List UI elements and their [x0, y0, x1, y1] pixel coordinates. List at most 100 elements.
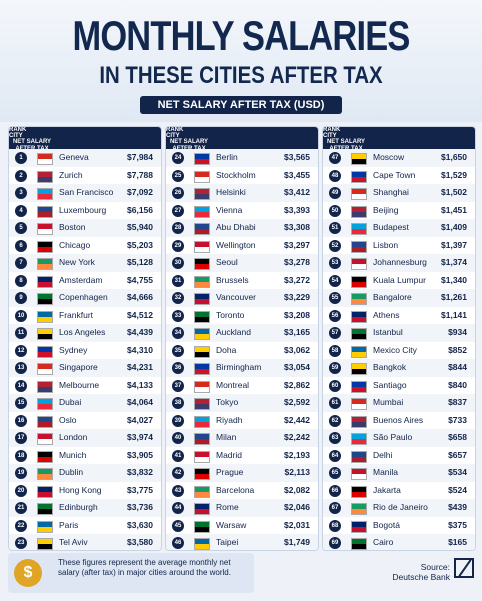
flag-icon — [351, 275, 367, 288]
rank: 21 — [15, 502, 27, 514]
city: Lisbon — [373, 239, 399, 250]
salary: $3,278 — [284, 257, 310, 267]
city: Tokyo — [216, 397, 239, 407]
salary: $4,666 — [127, 292, 153, 302]
city: Helsinki — [216, 187, 246, 197]
rank: 32 — [172, 292, 184, 304]
table-row: 55 Bangalore $1,261 — [323, 289, 475, 307]
salary: $2,031 — [284, 519, 310, 530]
table-row: 54 Kuala Lumpur $1,340 — [323, 272, 475, 290]
rank: 54 — [329, 274, 341, 287]
subtitle: IN THESE CITIES AFTER TAX — [99, 62, 383, 89]
table-row: 32 Vancouver $3,229 — [166, 289, 318, 307]
table-row: 51 Budapest $1,409 — [323, 219, 475, 237]
table-row: 43 Barcelona $2,082 — [166, 482, 318, 500]
salary: $3,229 — [284, 292, 310, 302]
rank: 2 — [15, 169, 27, 182]
city: Santiago — [373, 379, 407, 390]
salary: $1,397 — [441, 239, 467, 250]
table-row: 14 Melbourne $4,133 — [9, 377, 161, 395]
flag-icon — [351, 205, 367, 218]
flag-icon — [351, 240, 367, 253]
rank: 57 — [329, 327, 341, 339]
table-row: 7 New York $5,128 — [9, 254, 161, 272]
flag-icon — [194, 310, 210, 323]
rank: 19 — [15, 467, 27, 479]
table-row: 41 Madrid $2,193 — [166, 447, 318, 465]
salary: $852 — [448, 344, 467, 355]
salary: $3,393 — [284, 204, 310, 215]
city: Vienna — [216, 204, 243, 215]
flag-icon — [351, 503, 367, 515]
rank: 49 — [329, 187, 341, 199]
city: Melbourne — [59, 379, 100, 390]
rank-header: RANK — [323, 127, 341, 133]
flag-icon — [37, 153, 53, 165]
city: Beijing — [373, 204, 399, 215]
table-row: 15 Dubai $4,064 — [9, 394, 161, 412]
city: Geneva — [59, 152, 89, 162]
flag-icon — [351, 310, 367, 323]
rank: 1 — [15, 152, 27, 164]
rank: 35 — [172, 344, 184, 357]
table-row: 23 Tel Aviv $3,580 — [9, 534, 161, 550]
table-row: 3 San Francisco $7,092 — [9, 184, 161, 202]
city: Moscow — [373, 152, 405, 162]
rank: 25 — [172, 169, 184, 182]
table-row: 37 Montreal $2,862 — [166, 377, 318, 395]
rank: 30 — [172, 257, 184, 269]
flag-icon — [351, 293, 367, 305]
salary: $7,092 — [127, 187, 153, 197]
table-row: 34 Auckland $3,165 — [166, 324, 318, 342]
city: Delhi — [373, 449, 393, 460]
rank: 65 — [329, 467, 341, 479]
table-row: 18 Munich $3,905 — [9, 447, 161, 465]
rank: 15 — [15, 397, 27, 409]
flag-icon — [37, 345, 53, 358]
rank: 13 — [15, 362, 27, 374]
rank: 4 — [15, 204, 27, 217]
table-row: 28 Abu Dhabi $3,308 — [166, 219, 318, 237]
money-icon: $ — [14, 559, 42, 587]
logo — [454, 558, 474, 578]
flag-icon — [37, 205, 53, 218]
flag-icon — [351, 433, 367, 445]
rank: 68 — [329, 519, 341, 532]
salary: $4,027 — [127, 414, 153, 425]
city: São Paulo — [373, 432, 413, 442]
flag-icon — [37, 520, 53, 533]
rank: 50 — [329, 204, 341, 217]
footer-note: $ These figures represent the average mo… — [8, 553, 254, 593]
salary: $1,502 — [441, 187, 467, 197]
flag-icon — [194, 485, 210, 498]
rank: 3 — [15, 187, 27, 199]
rank: 38 — [172, 397, 184, 409]
rank: 41 — [172, 449, 184, 462]
flag-icon — [351, 380, 367, 393]
city: Riyadh — [216, 414, 243, 425]
table-row: 58 Mexico City $852 — [323, 342, 475, 360]
city-header: CITY — [323, 133, 337, 139]
salary: $2,046 — [284, 502, 310, 512]
flag-icon — [194, 503, 210, 515]
table-row: 1 Geneva $7,984 — [9, 149, 161, 167]
rank: 51 — [329, 222, 341, 234]
table-row: 39 Riyadh $2,442 — [166, 412, 318, 430]
flag-icon — [194, 293, 210, 305]
city: Cape Town — [373, 169, 416, 180]
salary: $3,974 — [127, 432, 153, 442]
salary: $3,412 — [284, 187, 310, 197]
city: Jakarta — [373, 484, 401, 495]
flag-icon — [351, 450, 367, 463]
salary: $1,374 — [441, 257, 467, 267]
salary: $3,054 — [284, 362, 310, 372]
rank: 23 — [15, 537, 27, 549]
table-row: 62 Buenos Aires $733 — [323, 412, 475, 430]
table-row: 44 Rome $2,046 — [166, 499, 318, 517]
table-row: 33 Toronto $3,208 — [166, 307, 318, 325]
table-row: 31 Brussels $3,272 — [166, 272, 318, 290]
rank: 53 — [329, 257, 341, 269]
city: Rome — [216, 502, 239, 512]
salary: $1,749 — [284, 537, 310, 547]
city: Rio de Janeiro — [373, 502, 428, 512]
